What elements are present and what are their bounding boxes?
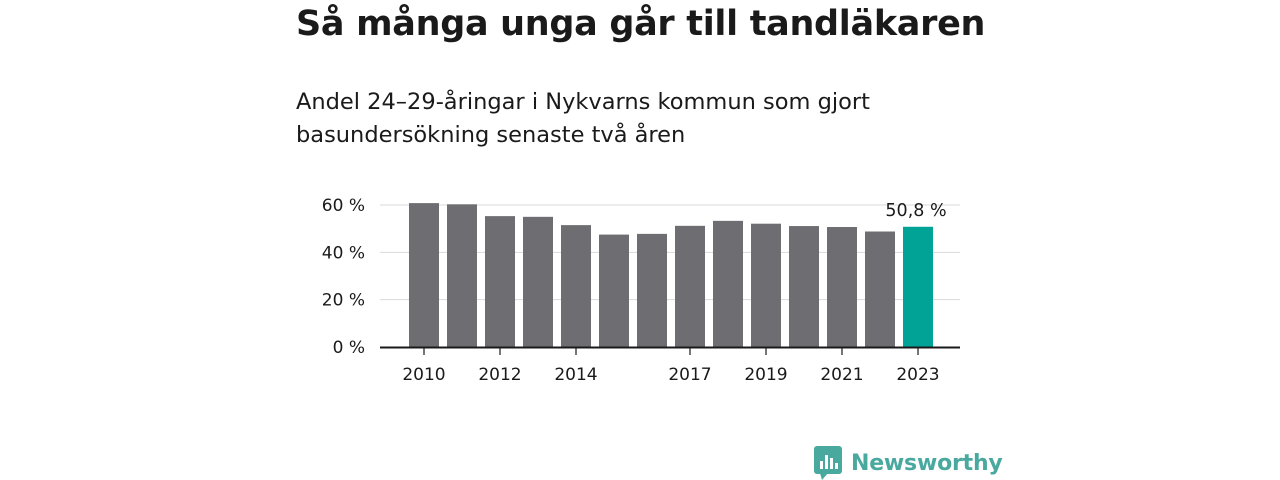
bar xyxy=(561,225,591,347)
bar xyxy=(713,220,743,347)
newsworthy-logo[interactable]: Newsworthy xyxy=(814,446,1003,480)
y-tick-label: 40 % xyxy=(322,243,365,263)
x-tick-label: 2012 xyxy=(478,365,521,385)
bar xyxy=(523,216,553,347)
chart-subtitle: Andel 24–29-åringar i Nykvarns kommun so… xyxy=(296,89,870,148)
brand-name: Newsworthy xyxy=(851,450,1003,476)
x-tick-label: 2017 xyxy=(668,365,711,385)
x-tick-label: 2010 xyxy=(402,365,445,385)
y-tick-label: 0 % xyxy=(333,338,365,358)
x-tick-label: 2019 xyxy=(744,365,787,385)
bar xyxy=(751,223,781,347)
bar xyxy=(789,226,819,347)
bar xyxy=(903,226,933,347)
y-tick-label: 20 % xyxy=(322,291,365,311)
chart-title: Så många unga går till tandläkaren xyxy=(296,4,986,44)
x-tick-label: 2014 xyxy=(554,365,597,385)
x-tick-label: 2021 xyxy=(820,365,863,385)
bar xyxy=(409,203,439,347)
y-tick-label: 60 % xyxy=(322,196,365,216)
bar xyxy=(865,231,895,347)
bar xyxy=(447,204,477,347)
bar xyxy=(599,234,629,347)
bar xyxy=(637,233,667,347)
bar xyxy=(485,216,515,347)
x-tick-label: 2023 xyxy=(896,365,939,385)
bar xyxy=(675,225,705,347)
highlight-value-label: 50,8 % xyxy=(885,201,946,221)
newsworthy-logo-icon xyxy=(814,446,842,480)
bar xyxy=(827,227,857,347)
